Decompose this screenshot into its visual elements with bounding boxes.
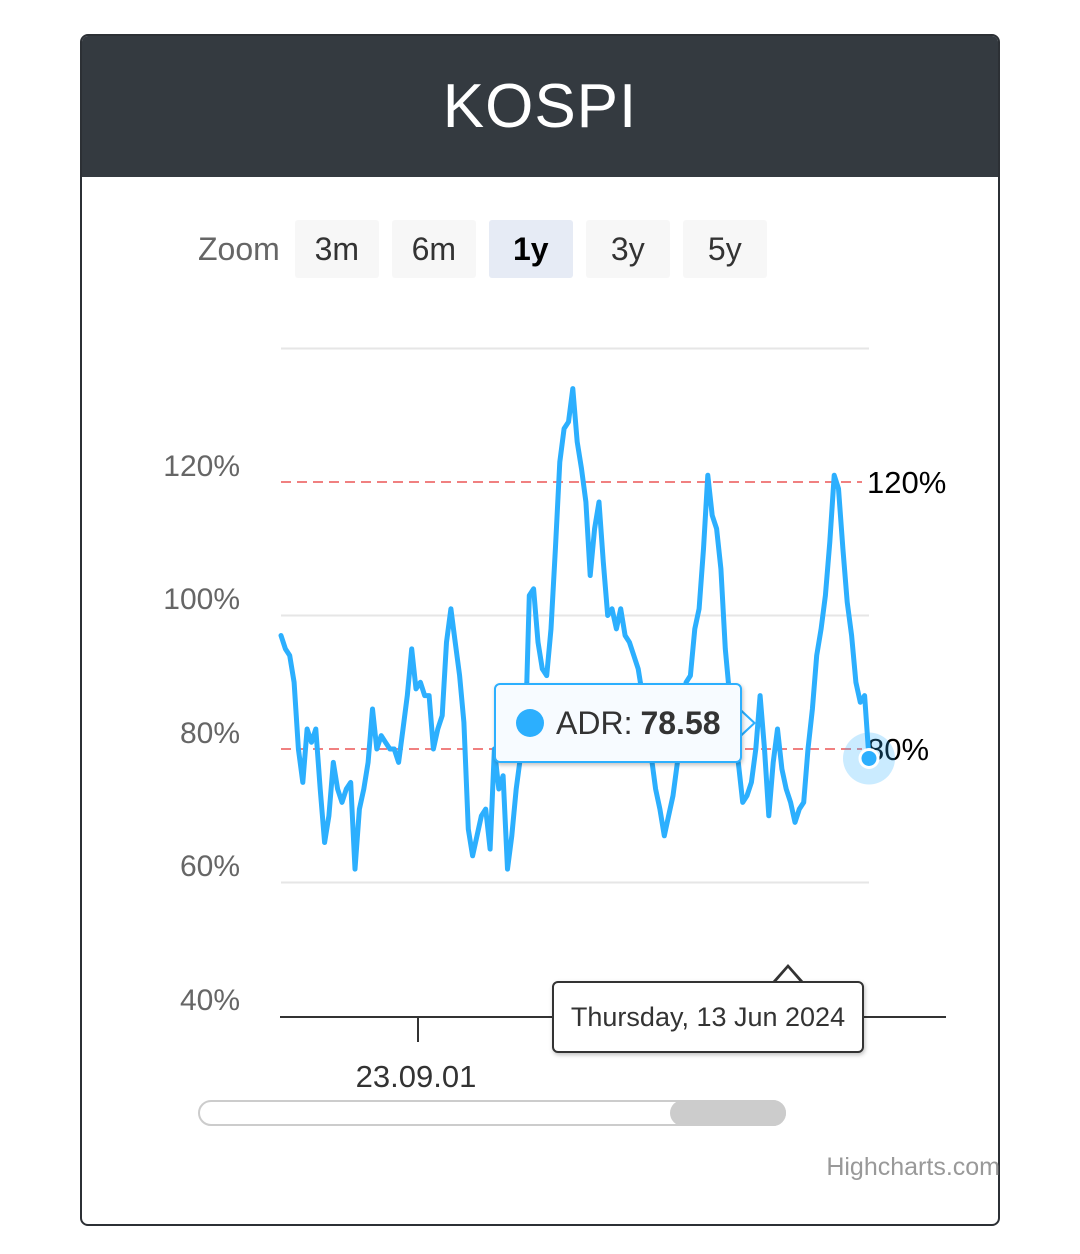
hover-point[interactable] xyxy=(858,747,880,769)
zoom-selector: Zoom 3m 6m 1y 3y 5y xyxy=(198,220,767,278)
reference-line-label: 120% xyxy=(867,465,946,500)
chart-title: KOSPI xyxy=(82,36,998,177)
y-tick-label: 120% xyxy=(163,450,240,483)
zoom-1y-button[interactable]: 1y xyxy=(488,220,573,278)
x-tick-label: 23.09.01 xyxy=(356,1059,477,1094)
y-tick-label: 80% xyxy=(180,717,240,750)
y-tick-label: 100% xyxy=(163,583,240,616)
zoom-3m-button[interactable]: 3m xyxy=(294,220,379,278)
y-tick-label: 40% xyxy=(180,984,240,1017)
value-tooltip: ADR: 78.58 xyxy=(494,683,742,763)
y-tick-label: 60% xyxy=(180,850,240,883)
tooltip-value: 78.58 xyxy=(640,704,721,741)
tooltip-series-label: ADR: xyxy=(556,704,633,741)
zoom-5y-button[interactable]: 5y xyxy=(682,220,767,278)
scrollbar-thumb[interactable] xyxy=(670,1100,786,1126)
zoom-6m-button[interactable]: 6m xyxy=(391,220,476,278)
highcharts-credit-link[interactable]: Highcharts.com xyxy=(826,1153,1000,1181)
zoom-label: Zoom xyxy=(198,230,280,267)
navigator-scrollbar[interactable] xyxy=(198,1100,786,1126)
series-dot-icon xyxy=(516,709,544,737)
adr-series-line xyxy=(278,386,872,872)
date-tooltip: Thursday, 13 Jun 2024 xyxy=(552,981,864,1053)
zoom-3y-button[interactable]: 3y xyxy=(585,220,670,278)
